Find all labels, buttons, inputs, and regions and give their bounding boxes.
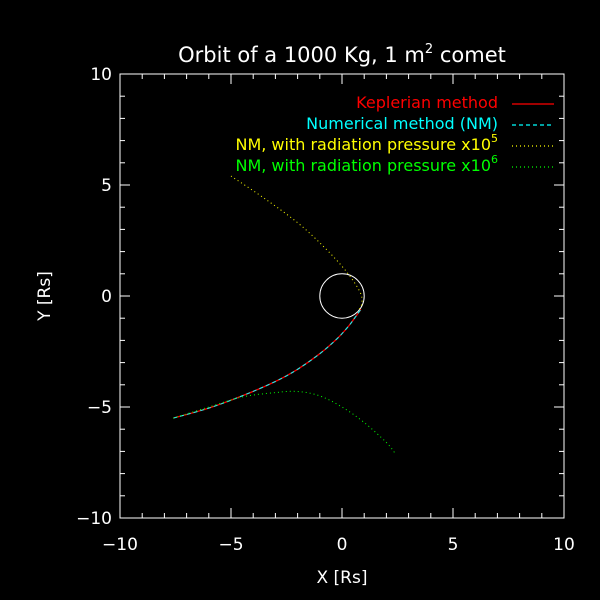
major-ticks <box>119 73 565 519</box>
x-tick-label: 0 <box>337 535 348 555</box>
legend-label-keplerian: Keplerian method <box>356 93 498 112</box>
chart-title: Orbit of a 1000 Kg, 1 m2 comet <box>178 42 506 67</box>
y-tick-label: 0 <box>101 287 112 307</box>
sun-layer <box>319 273 365 319</box>
tick-labels: −10 −10 −5 −5 0 0 5 5 10 10 <box>76 65 575 555</box>
y-tick-label: −5 <box>87 398 112 418</box>
y-tick-label: −10 <box>76 509 112 529</box>
x-tick-label: −10 <box>102 535 138 555</box>
legend-label-radiation-1e5: NM, with radiation pressure x105 <box>235 132 498 154</box>
y-tick-label: 10 <box>90 65 112 85</box>
series-line-numerical <box>173 308 362 419</box>
legend-label-radiation-1e6: NM, with radiation pressure x106 <box>235 153 498 175</box>
x-axis-label: X [Rs] <box>317 568 368 588</box>
x-tick-label: 5 <box>448 535 459 555</box>
minor-ticks <box>120 74 564 518</box>
x-tick-label: 10 <box>553 535 575 555</box>
x-tick-label: −5 <box>218 535 243 555</box>
y-tick-label: 5 <box>101 176 112 196</box>
y-axis-label: Y [Rs] <box>35 271 55 322</box>
series-layer <box>173 175 396 454</box>
legend-label-numerical: Numerical method (NM) <box>306 114 498 133</box>
sun-circle <box>319 273 365 319</box>
